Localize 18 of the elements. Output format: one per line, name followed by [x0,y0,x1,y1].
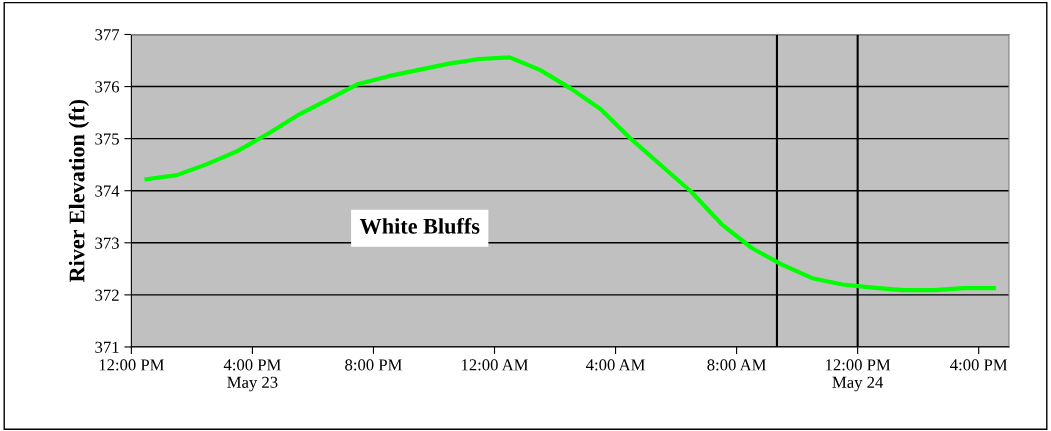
annotation: White Bluffs [359,217,480,234]
y-tick-label: 376 [95,81,120,93]
y-tick-label: 377 [95,29,120,41]
x-tick-label: 12:00 AM [461,359,529,371]
y-tick-label: 375 [95,133,119,145]
y-tick-label: 371 [95,341,119,353]
x-tick-label: 12:00 PM [99,359,164,371]
x-tick-label: 12:00 PM May 24 [826,359,891,392]
y-tick-label: 372 [95,289,119,301]
x-tick-label: 8:00 AM [707,359,766,371]
y-axis-title: River Elevation (ft) [68,99,90,283]
x-tick-label: 4:00 PM May 23 [223,359,281,392]
x-tick-label: 8:00 PM [345,359,402,371]
line-series [144,55,996,293]
x-tick-label: 4:00 AM [586,359,645,371]
y-tick-label: 374 [95,185,120,197]
y-tick-label: 373 [95,237,119,249]
x-tick-label: 4:00 PM [950,359,1008,371]
